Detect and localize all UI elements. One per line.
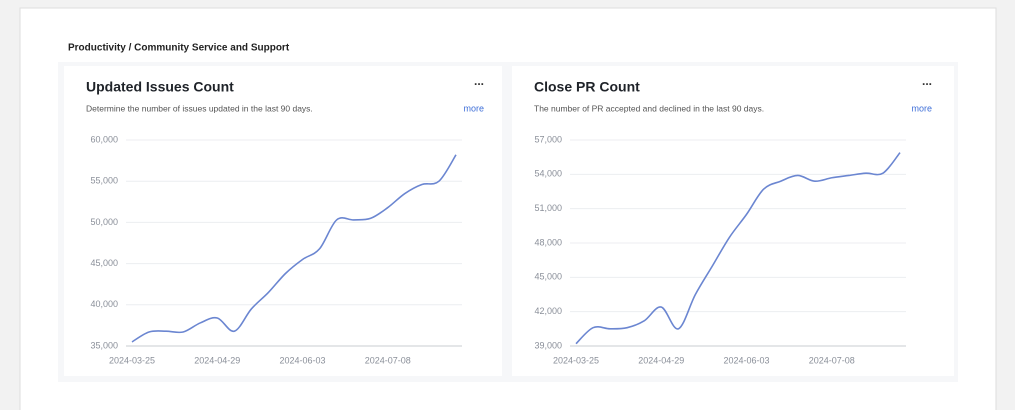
breadcrumb: Productivity / Community Service and Sup… (68, 43, 290, 54)
more-link[interactable]: more (911, 103, 932, 113)
chart-card (512, 66, 954, 376)
chart-card (64, 66, 502, 376)
y-tick-label: 45,000 (90, 258, 118, 268)
y-tick-label: 35,000 (90, 340, 118, 350)
y-tick-label: 51,000 (534, 203, 562, 213)
x-tick-label: 2024-06-03 (280, 355, 326, 365)
x-tick-label: 2024-04-29 (638, 355, 684, 365)
y-tick-label: 45,000 (534, 272, 562, 282)
y-tick-label: 40,000 (90, 299, 118, 309)
line-series (575, 152, 901, 345)
more-link[interactable]: more (463, 103, 484, 113)
y-tick-label: 55,000 (90, 176, 118, 186)
y-tick-label: 48,000 (534, 237, 562, 247)
y-tick-label: 42,000 (534, 306, 562, 316)
menu[interactable]: ... (474, 74, 484, 88)
chart-title: Updated Issues Count (86, 79, 234, 95)
y-tick-label: 60,000 (90, 134, 118, 144)
x-tick-label: 2024-07-08 (365, 355, 411, 365)
y-tick-label: 39,000 (534, 340, 562, 350)
x-tick-label: 2024-04-29 (194, 355, 240, 365)
chart-subtitle: The number of PR accepted and declined i… (534, 103, 764, 113)
y-tick-label: 54,000 (534, 169, 562, 179)
chart-subtitle: Determine the number of issues updated i… (86, 103, 313, 113)
x-tick-label: 2024-03-25 (553, 355, 599, 365)
line-series (131, 154, 457, 343)
x-tick-label: 2024-03-25 (109, 355, 155, 365)
x-tick-label: 2024-06-03 (724, 355, 770, 365)
x-tick-label: 2024-07-08 (809, 355, 855, 365)
y-tick-label: 57,000 (534, 134, 562, 144)
chart-title: Close PR Count (534, 79, 640, 95)
y-tick-label: 50,000 (90, 217, 118, 227)
menu[interactable]: ... (922, 74, 932, 88)
